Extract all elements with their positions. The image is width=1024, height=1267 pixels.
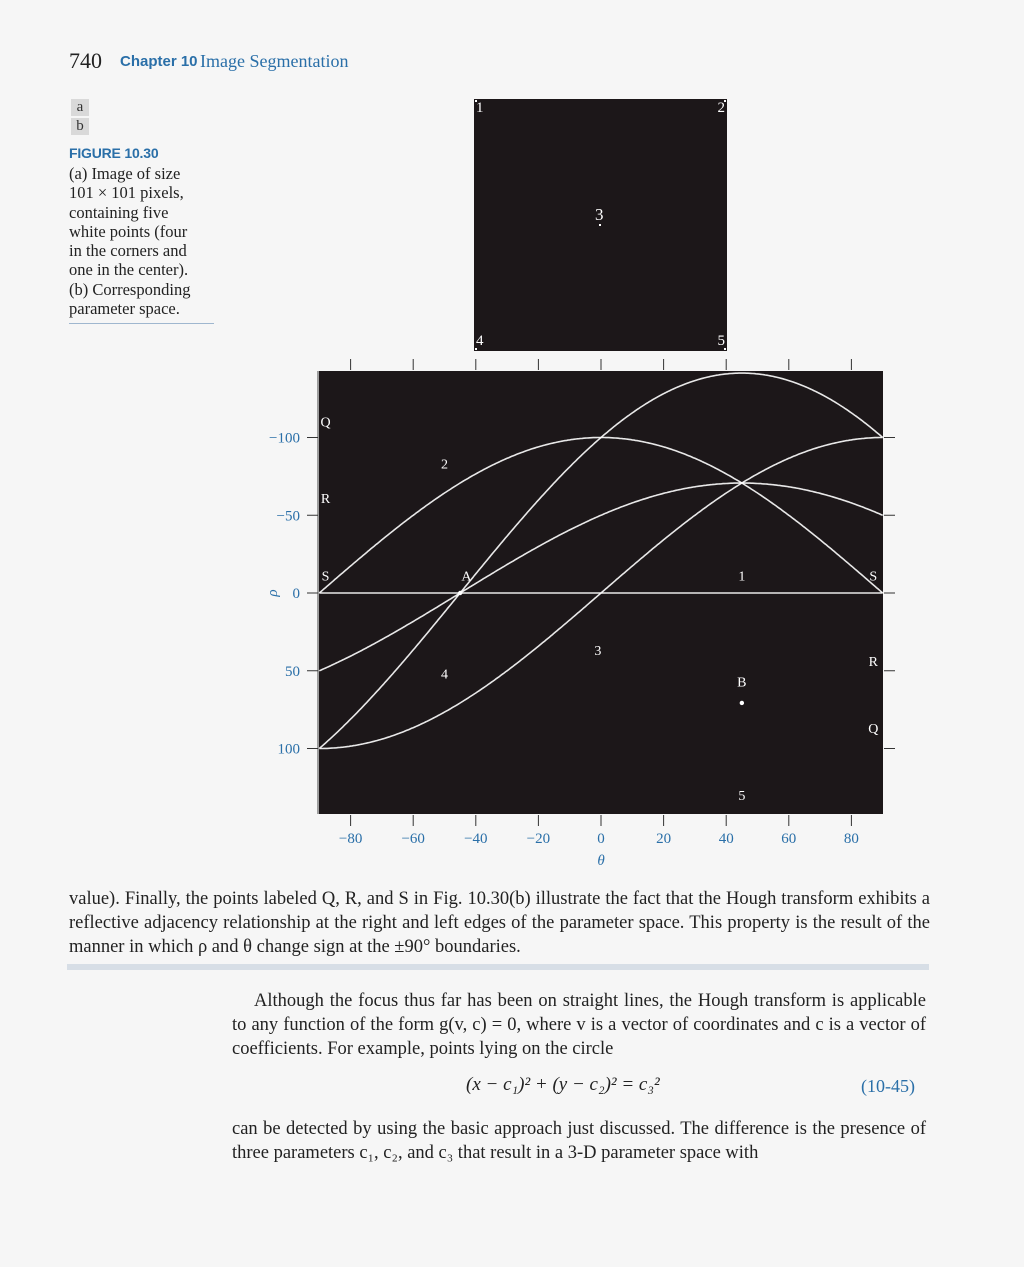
chapter-title: Image Segmentation: [200, 51, 349, 71]
figure-label: FIGURE 10.30: [69, 145, 159, 161]
curve-annotation: A: [461, 570, 472, 585]
paragraph-3: can be detected by using the basic appro…: [232, 1119, 926, 1163]
white-point: [724, 348, 726, 350]
y-tick-label: 100: [278, 742, 301, 758]
y-tick-label: 50: [285, 664, 300, 680]
equation-number: (10-45): [861, 1076, 915, 1096]
curve-annotation: Q: [320, 416, 330, 431]
white-point: [475, 348, 477, 350]
curve-annotation: 3: [594, 644, 601, 659]
section-divider: [67, 964, 929, 970]
curve-annotation: S: [869, 570, 877, 585]
subfigure-tag-b: b: [71, 118, 89, 135]
corner-label-2: 2: [717, 100, 726, 116]
y-tick-label: −50: [277, 508, 300, 524]
corner-label-4: 4: [476, 333, 484, 349]
x-tick-label: −20: [527, 831, 550, 847]
x-tick-label: 0: [597, 831, 605, 847]
hough-curve-5: [318, 372, 884, 750]
intersection-point: [457, 590, 463, 596]
curve-annotation: S: [322, 570, 330, 585]
x-tick-label: 20: [656, 831, 671, 847]
x-tick-label: 40: [719, 831, 734, 847]
curve-annotation: Q: [868, 722, 878, 737]
corner-label-1: 1: [476, 100, 484, 116]
x-tick-label: 80: [844, 831, 859, 847]
caption-divider: [69, 323, 214, 324]
curve-annotation: B: [737, 675, 746, 690]
x-tick-label: 60: [781, 831, 796, 847]
intersection-point: [739, 700, 745, 706]
white-point: [475, 100, 477, 102]
page-number: 740: [69, 48, 102, 73]
curve-annotation: R: [321, 492, 331, 507]
curve-annotation: 1: [738, 570, 745, 585]
hough-curve-3: [318, 482, 884, 672]
x-tick-label: −80: [339, 831, 362, 847]
equation: (x − c₁)² + (y − c₂)² = c₃²: [466, 1074, 660, 1095]
x-axis-label: θ: [597, 853, 605, 869]
corner-label-5: 5: [717, 333, 726, 349]
y-tick-label: 0: [293, 586, 301, 602]
paragraph-2: Although the focus thus far has been on …: [232, 991, 926, 1059]
center-label-3: 3: [595, 205, 604, 224]
x-tick-label: −40: [464, 831, 487, 847]
figure-image-a: 1 2 3 4 5: [474, 99, 727, 351]
subfigure-tag-a: a: [71, 99, 89, 116]
curve-annotation: 2: [441, 458, 448, 473]
hough-curve-2: [319, 436, 883, 750]
y-axis-label: ρ: [265, 589, 281, 597]
chapter-number: Chapter 10: [120, 53, 198, 70]
paragraph-1: value). Finally, the points labeled Q, R…: [69, 889, 930, 957]
white-point: [724, 100, 726, 102]
y-tick-label: −100: [269, 431, 300, 447]
hough-parameter-space-chart: −80 −60 −40 −20 0 20 40 60 80 −100 −50 0 50 100 θ ρ Q R S A…: [265, 359, 895, 869]
curve-annotation: 4: [441, 668, 448, 683]
x-tick-label: −60: [401, 831, 424, 847]
curve-annotation: R: [869, 655, 879, 670]
figure-caption: (a) Image of size 101 × 101 pixels, cont…: [69, 164, 191, 319]
curve-annotation: 5: [738, 789, 745, 804]
white-point: [599, 224, 601, 226]
